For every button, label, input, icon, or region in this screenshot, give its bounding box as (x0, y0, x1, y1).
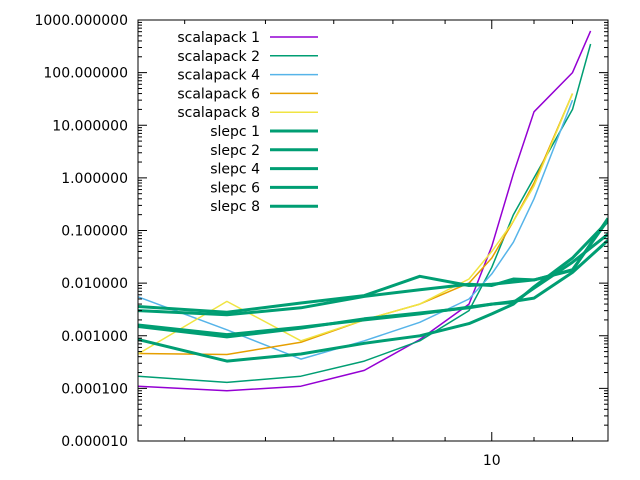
x-axis: 10 (184, 20, 609, 469)
y-tick-label: 0.000010 (61, 434, 128, 450)
legend-label: scalapack 6 (177, 86, 260, 102)
legend: scalapack 1 scalapack 2 scalapack 4 scalapa… (177, 30, 318, 215)
series-line-3 (138, 93, 574, 356)
legend-label: scalapack 1 (177, 30, 260, 46)
legend-label: scalapack 8 (177, 105, 260, 121)
series-line-4 (138, 93, 574, 355)
y-tick-label: 0.000100 (61, 381, 128, 397)
series-line-0 (138, 30, 592, 392)
legend-label: slepc 2 (210, 143, 260, 159)
y-tick-label: 0.010000 (61, 276, 128, 292)
series-line-5 (138, 217, 608, 314)
y-axis: 0.000010 0.000100 0.001000 0.010000 0.100000… (34, 13, 608, 450)
y-tick-label: 0.001000 (61, 329, 128, 345)
legend-label: slepc 6 (210, 180, 260, 196)
legend-label: scalapack 2 (177, 49, 260, 65)
series-line-6 (138, 218, 608, 317)
y-tick-label: 10.000000 (52, 118, 128, 134)
legend-label: slepc 1 (210, 124, 260, 140)
legend-label: scalapack 4 (177, 68, 260, 84)
series-line-9 (138, 220, 608, 363)
y-tick-label: 1000.000000 (34, 13, 128, 29)
y-tick-label: 1.000000 (61, 171, 128, 187)
legend-label: slepc 4 (210, 162, 260, 178)
x-tick-label: 10 (483, 453, 501, 469)
series-line-8 (138, 239, 608, 339)
series-layer (138, 30, 608, 392)
legend-label: slepc 8 (210, 199, 260, 215)
y-tick-label: 100.000000 (43, 66, 128, 82)
y-tick-label: 0.100000 (61, 224, 128, 240)
